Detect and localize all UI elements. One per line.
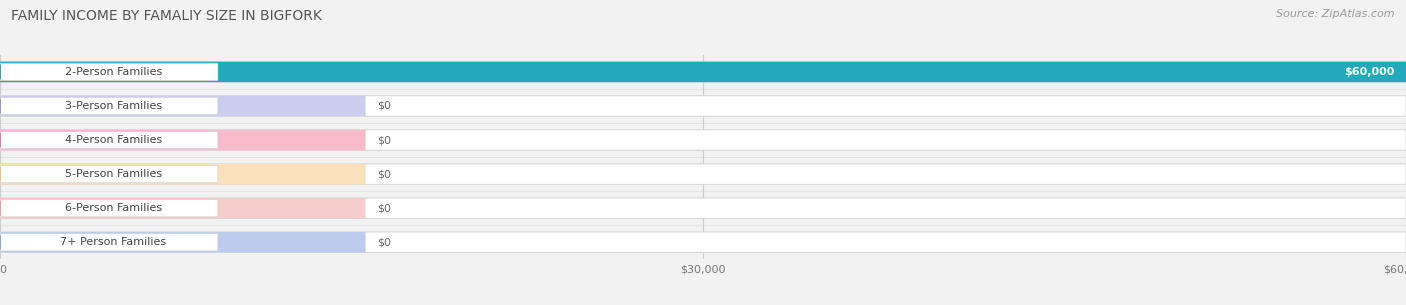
FancyBboxPatch shape [0,164,1406,184]
Text: 3-Person Families: 3-Person Families [65,101,162,111]
FancyBboxPatch shape [0,234,218,251]
FancyBboxPatch shape [0,199,218,217]
Text: $0: $0 [377,101,391,111]
FancyBboxPatch shape [0,232,1406,253]
FancyBboxPatch shape [0,62,1406,82]
Text: 5-Person Families: 5-Person Families [65,169,162,179]
Text: 6-Person Families: 6-Person Families [65,203,162,213]
Text: FAMILY INCOME BY FAMALIY SIZE IN BIGFORK: FAMILY INCOME BY FAMALIY SIZE IN BIGFORK [11,9,322,23]
FancyBboxPatch shape [0,62,1406,82]
FancyBboxPatch shape [0,97,218,115]
Text: 7+ Person Families: 7+ Person Families [60,237,166,247]
FancyBboxPatch shape [0,63,218,81]
FancyBboxPatch shape [0,131,218,149]
FancyBboxPatch shape [0,165,218,183]
FancyBboxPatch shape [0,232,366,253]
FancyBboxPatch shape [0,198,1406,218]
FancyBboxPatch shape [0,198,366,218]
FancyBboxPatch shape [0,96,1406,116]
Text: $60,000: $60,000 [1344,67,1395,77]
Text: 2-Person Families: 2-Person Families [65,67,162,77]
FancyBboxPatch shape [0,130,366,150]
FancyBboxPatch shape [0,96,366,116]
Text: $0: $0 [377,169,391,179]
Text: 4-Person Families: 4-Person Families [65,135,162,145]
Text: $0: $0 [377,135,391,145]
Text: $0: $0 [377,237,391,247]
Text: $0: $0 [377,203,391,213]
FancyBboxPatch shape [0,130,1406,150]
Text: Source: ZipAtlas.com: Source: ZipAtlas.com [1277,9,1395,19]
FancyBboxPatch shape [0,164,366,184]
